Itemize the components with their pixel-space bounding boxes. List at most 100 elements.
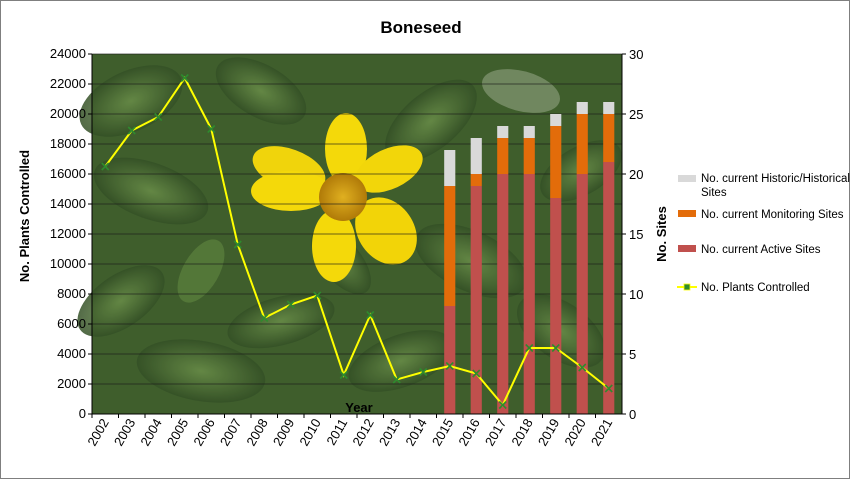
bar-active: [603, 162, 615, 414]
x-tick-label: 2013: [376, 416, 403, 449]
line-point: [445, 361, 454, 371]
x-tick-label: 2004: [137, 416, 164, 449]
left-tick-label: 8000: [57, 286, 86, 301]
x-tick-label: 2006: [190, 416, 217, 449]
left-axis-title: No. Plants Controlled: [17, 150, 32, 282]
x-tick-label: 2021: [588, 416, 615, 449]
line-point: [366, 310, 375, 320]
point-mark: [498, 400, 507, 410]
point-mark: [207, 124, 216, 134]
point-mark: [101, 162, 110, 171]
line-point: [127, 126, 136, 135]
point-mark: [366, 310, 375, 320]
line-point: [578, 363, 587, 372]
x-tick-label: 2003: [111, 416, 138, 449]
legend-label-historic-line2: Sites: [701, 187, 727, 199]
x-axis-title: Year: [345, 400, 372, 415]
line-point: [154, 112, 163, 122]
point-mark: [313, 291, 322, 300]
point-mark: [127, 126, 136, 135]
line-point: [233, 240, 242, 249]
x-tick-label: 2015: [429, 416, 456, 449]
line-point: [551, 343, 560, 353]
line-point: [498, 400, 507, 410]
line-path: [104, 76, 610, 407]
x-tick-label: 2005: [164, 416, 191, 449]
left-axis-ticks: 0 2000 4000 6000 8000 10000 12000 14000 16000 180…: [50, 46, 92, 421]
plants-controlled-line: [101, 73, 613, 410]
point-mark: [551, 343, 560, 353]
point-mark: [419, 367, 428, 377]
left-tick-label: 24000: [50, 46, 86, 61]
left-tick-label: 12000: [50, 226, 86, 241]
line-point: [313, 291, 322, 300]
line-point: [472, 369, 481, 378]
x-tick-label: 2007: [217, 416, 244, 449]
legend-label-plants: No. Plants Controlled: [701, 282, 810, 294]
stacked-bars: [444, 102, 615, 414]
line-point: [339, 370, 348, 380]
legend-swatch-active: [678, 245, 696, 252]
line-point: [392, 375, 401, 384]
x-tick-label: 2020: [561, 416, 588, 449]
x-tick-label: 2009: [270, 416, 297, 449]
bar-monitoring: [470, 174, 482, 186]
left-tick-label: 2000: [57, 376, 86, 391]
point-mark: [286, 300, 295, 309]
left-tick-label: 10000: [50, 256, 86, 271]
bar-monitoring: [444, 186, 456, 306]
x-tick-label: 2016: [455, 416, 482, 449]
point-mark: [260, 313, 269, 323]
left-tick-label: 14000: [50, 196, 86, 211]
point-mark: [525, 343, 534, 353]
x-tick-label: 2011: [323, 416, 350, 448]
bar-active: [576, 174, 588, 414]
chart-title: Boneseed: [380, 18, 461, 37]
bar-monitoring: [603, 114, 615, 162]
line-point: [207, 124, 216, 134]
bar-historic: [470, 138, 482, 174]
right-tick-label: 5: [629, 347, 636, 362]
plot-background-photo: [77, 54, 622, 414]
right-tick-label: 20: [629, 167, 643, 182]
point-mark: [233, 240, 242, 249]
line-point: [101, 162, 110, 171]
bar-historic: [550, 114, 562, 126]
left-tick-label: 16000: [50, 166, 86, 181]
left-tick-label: 20000: [50, 106, 86, 121]
right-tick-label: 30: [629, 47, 643, 62]
x-tick-label: 2018: [508, 416, 535, 449]
point-mark: [578, 363, 587, 372]
point-mark: [472, 369, 481, 378]
line-point: [260, 313, 269, 323]
bar-active: [470, 186, 482, 414]
x-tick-label: 2010: [296, 416, 323, 449]
point-mark: [154, 112, 163, 122]
legend-label-active: No. current Active Sites: [701, 244, 821, 256]
bar-historic: [497, 126, 509, 138]
bar-active: [497, 174, 509, 414]
left-tick-label: 4000: [57, 346, 86, 361]
right-tick-label: 25: [629, 107, 643, 122]
legend-swatch-monitoring: [678, 210, 696, 217]
legend-label-historic: No. current Historic/Historical Sites: [701, 173, 850, 199]
right-tick-label: 15: [629, 227, 643, 242]
x-tick-label: 2002: [84, 416, 111, 449]
legend-marker-plants: [683, 283, 691, 291]
line-point: [525, 343, 534, 353]
right-axis-ticks: 0 5 10 15 20 25 30: [622, 47, 643, 422]
x-tick-label: 2019: [535, 416, 562, 449]
bar-monitoring: [550, 126, 562, 198]
x-tick-label: 2014: [402, 416, 429, 449]
flower-icon: [251, 113, 423, 282]
legend: No. current Historic/Historical Sites No…: [677, 173, 850, 294]
bar-historic: [603, 102, 615, 114]
x-tick-label: 2012: [349, 416, 376, 449]
bar-historic: [444, 150, 456, 186]
left-tick-label: 0: [79, 406, 86, 421]
left-tick-label: 6000: [57, 316, 86, 331]
bar-historic: [576, 102, 588, 114]
right-tick-label: 0: [629, 407, 636, 422]
